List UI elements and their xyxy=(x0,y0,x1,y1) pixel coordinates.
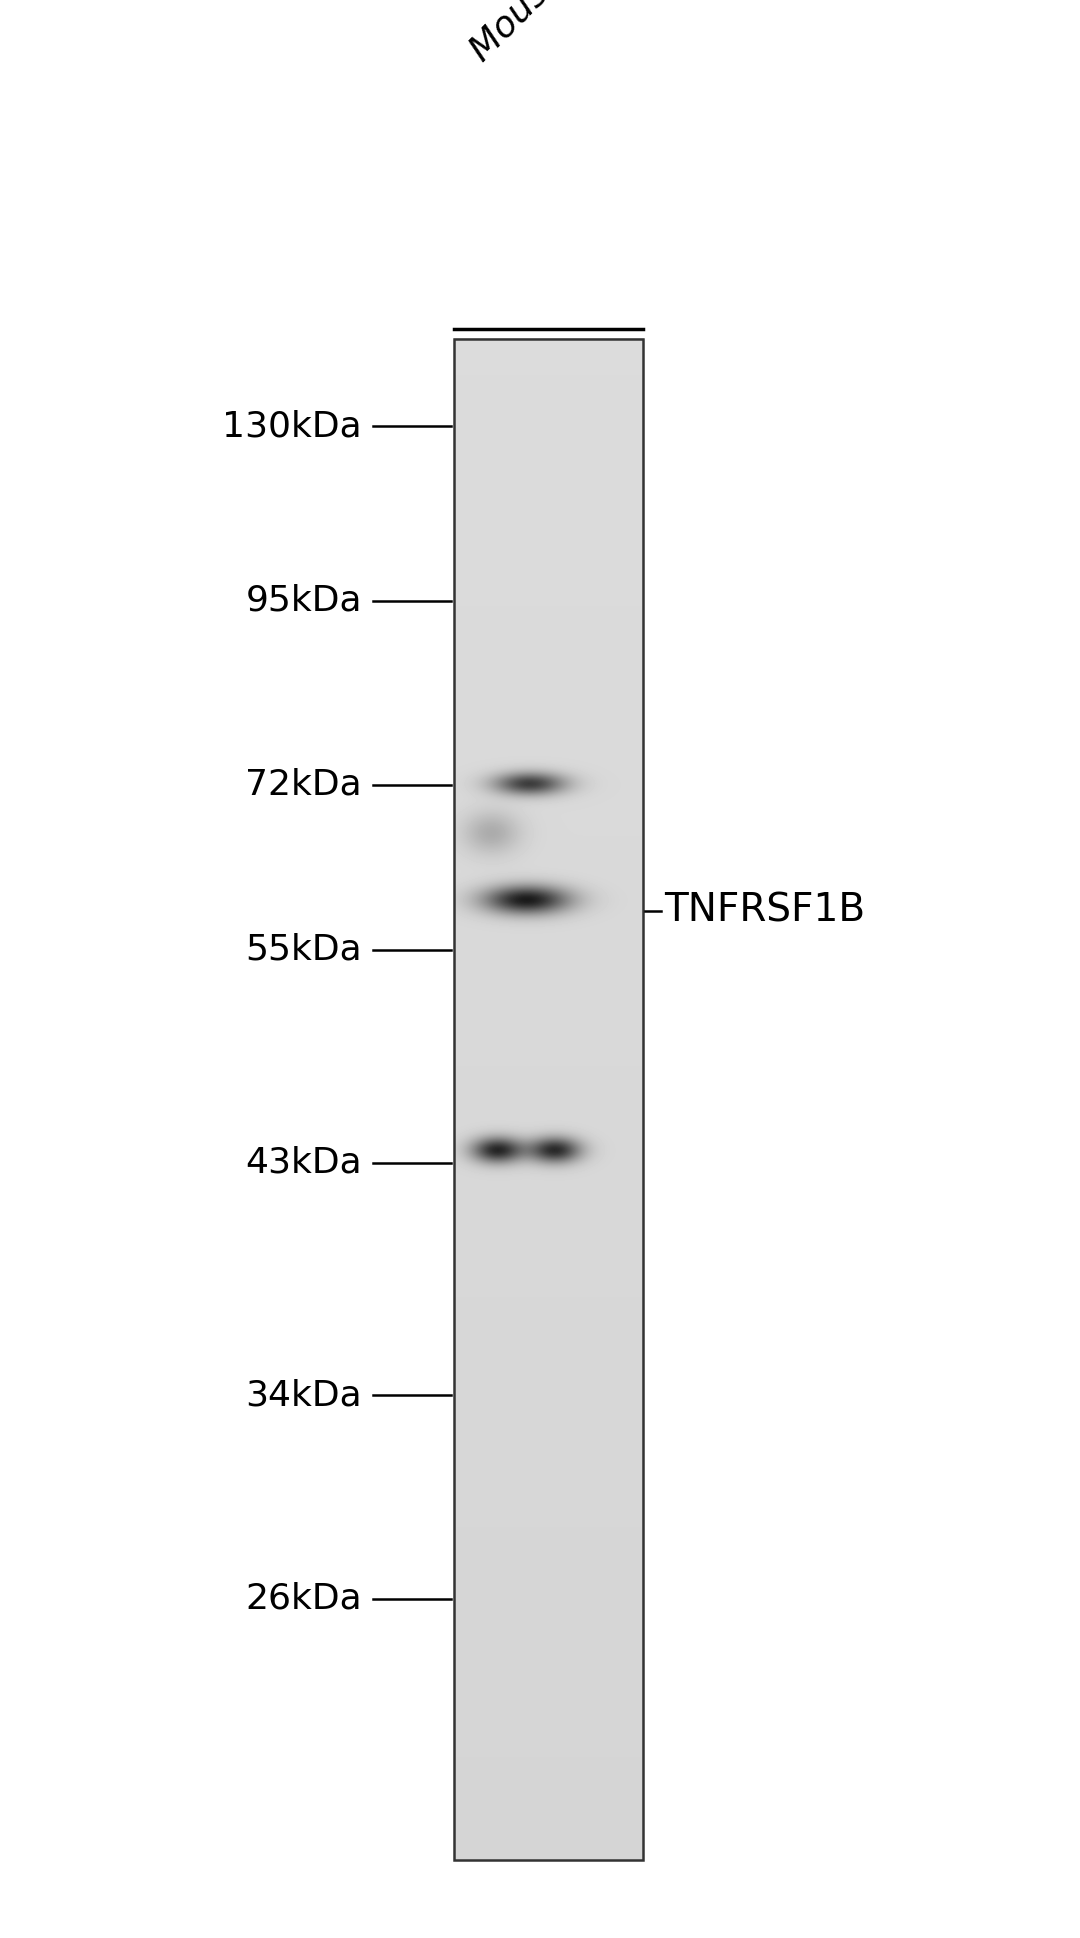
Text: 43kDa: 43kDa xyxy=(245,1145,362,1180)
Text: Mouse liver: Mouse liver xyxy=(463,0,634,68)
Text: 72kDa: 72kDa xyxy=(245,767,362,802)
Text: 95kDa: 95kDa xyxy=(245,583,362,618)
Bar xyxy=(454,339,643,1860)
Text: 130kDa: 130kDa xyxy=(222,409,362,444)
Text: 55kDa: 55kDa xyxy=(245,932,362,967)
Text: 26kDa: 26kDa xyxy=(245,1581,362,1616)
Text: TNFRSF1B: TNFRSF1B xyxy=(664,891,865,930)
Text: 34kDa: 34kDa xyxy=(245,1378,362,1413)
